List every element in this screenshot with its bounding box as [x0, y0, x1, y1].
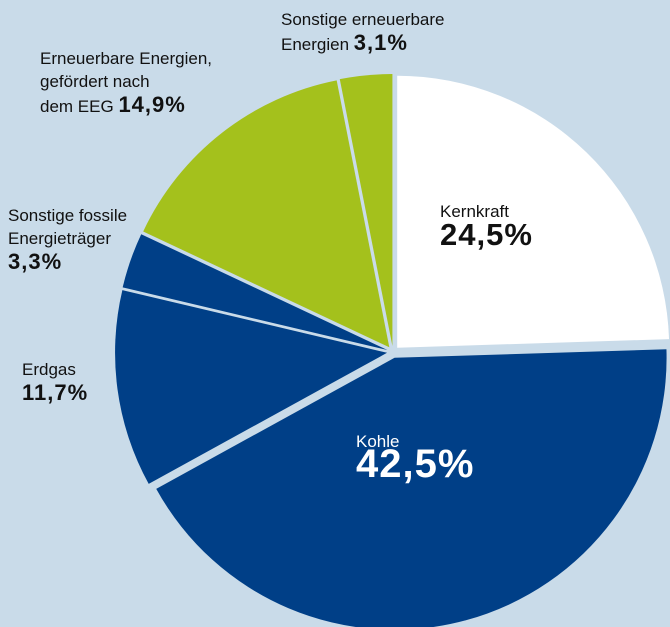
slice-label: Kohle 42,5% [356, 430, 475, 486]
pie-slice [397, 75, 670, 348]
pie-slice [122, 234, 388, 351]
slice-label: Erdgas 11,7% [22, 358, 88, 406]
pie-slice [115, 290, 388, 484]
value-label: 11,7% [22, 380, 89, 405]
value-label: 3,1% [353, 30, 408, 55]
slice-label: Kernkraft 24,5% [440, 200, 533, 251]
category-name: Sonstige fossile Energieträger [8, 206, 128, 248]
value-label: 42,5% [356, 442, 475, 486]
category-name: Erneuerbare Energien, gefördert nach dem… [40, 49, 213, 116]
pie-slice [339, 74, 393, 347]
category-name: Erdgas [22, 360, 76, 379]
value-label: 3,3% [8, 249, 63, 274]
pie-slice [156, 349, 667, 627]
value-label: 24,5% [440, 217, 533, 252]
slice-label: Sonstige fossile Energieträger 3,3% [8, 204, 127, 275]
pie-slice [143, 80, 390, 348]
category-name: Kohle [356, 432, 400, 451]
slice-label: Erneuerbare Energien, gefördert nach dem… [40, 47, 212, 118]
value-label: 14,9% [118, 92, 186, 117]
category-name: Sonstige erneuerbare Energien [281, 10, 445, 54]
category-name: Kernkraft [440, 202, 509, 221]
slice-label: Sonstige erneuerbare Energien 3,1% [281, 8, 445, 56]
